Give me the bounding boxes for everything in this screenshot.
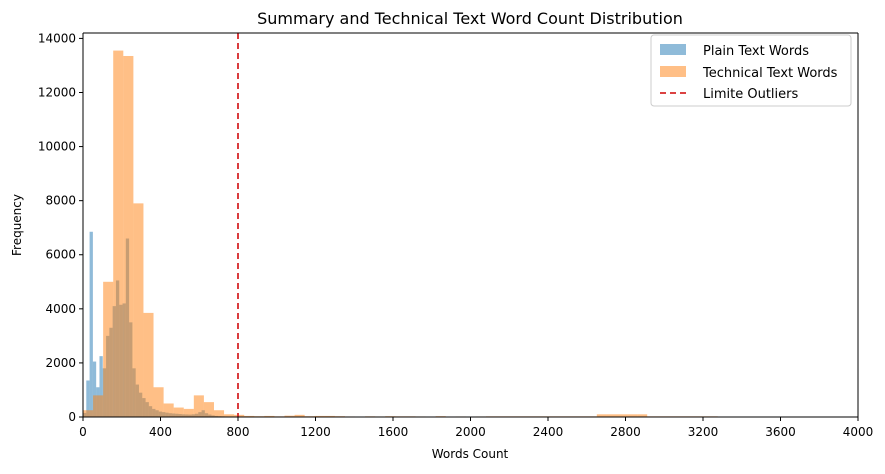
y-tick-label-0: 0 [68, 410, 76, 424]
chart-title: Summary and Technical Text Word Count Di… [257, 9, 683, 28]
series-1-bar-6 [143, 313, 153, 417]
legend-label-plain-text: Plain Text Words [703, 44, 809, 59]
series-1-bar-1 [93, 395, 103, 417]
series-1-bar-7 [154, 387, 164, 417]
series-1-bar-5 [133, 203, 143, 417]
x-tick-label-1: 400 [149, 425, 172, 439]
series-1-bar-8 [164, 403, 174, 417]
x-tick-label-0: 0 [79, 425, 87, 439]
x-tick-label-8: 3200 [688, 425, 719, 439]
legend-label-limit-line: Limite Outliers [703, 87, 798, 102]
series-1-bar-12 [204, 402, 214, 417]
x-tick-label-7: 2800 [610, 425, 641, 439]
y-axis-label: Frequency [10, 194, 24, 256]
series-1-bar-3 [113, 51, 123, 417]
series-1-bar-10 [184, 409, 194, 417]
series-1-bar-0 [83, 410, 93, 417]
x-tick-label-4: 1600 [378, 425, 409, 439]
series-1-bar-13 [214, 410, 224, 417]
x-tick-label-9: 3600 [765, 425, 796, 439]
legend-swatch-plain-text [660, 44, 686, 55]
y-tick-label-3: 6000 [45, 248, 76, 262]
y-tick-label-2: 4000 [45, 302, 76, 316]
y-tick-label-7: 14000 [38, 31, 76, 45]
y-tick-label-6: 12000 [38, 85, 76, 99]
x-tick-label-10: 4000 [843, 425, 874, 439]
y-tick-label-5: 10000 [38, 140, 76, 154]
series-1-bar-2 [103, 282, 113, 417]
x-tick-label-5: 2000 [455, 425, 486, 439]
y-tick-label-4: 8000 [45, 194, 76, 208]
x-tick-label-2: 800 [227, 425, 250, 439]
x-tick-label-6: 2400 [533, 425, 564, 439]
series-1-bar-11 [194, 395, 204, 417]
y-tick-label-1: 2000 [45, 356, 76, 370]
series-1-bar-4 [123, 56, 133, 417]
legend: Plain Text Words Technical Text Words Li… [651, 35, 851, 106]
x-axis-label: Words Count [432, 447, 509, 461]
series-0-bar-2 [90, 232, 93, 417]
legend-label-technical-text: Technical Text Words [702, 66, 838, 81]
legend-swatch-technical-text [660, 66, 686, 77]
series-1-bar-9 [174, 408, 184, 417]
x-tick-label-3: 1200 [300, 425, 331, 439]
